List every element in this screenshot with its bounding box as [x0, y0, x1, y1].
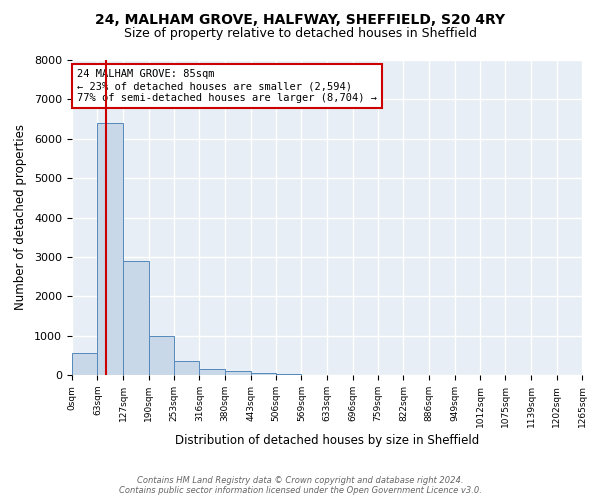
- Text: Contains HM Land Registry data © Crown copyright and database right 2024.
Contai: Contains HM Land Registry data © Crown c…: [119, 476, 481, 495]
- Text: 24 MALHAM GROVE: 85sqm
← 23% of detached houses are smaller (2,594)
77% of semi-: 24 MALHAM GROVE: 85sqm ← 23% of detached…: [77, 70, 377, 102]
- Bar: [72, 353, 97, 375]
- Bar: [174, 361, 199, 375]
- Y-axis label: Number of detached properties: Number of detached properties: [14, 124, 27, 310]
- Bar: [251, 373, 276, 375]
- Text: 24, MALHAM GROVE, HALFWAY, SHEFFIELD, S20 4RY: 24, MALHAM GROVE, HALFWAY, SHEFFIELD, S2…: [95, 12, 505, 26]
- Bar: [276, 374, 301, 375]
- Bar: [123, 261, 149, 375]
- X-axis label: Distribution of detached houses by size in Sheffield: Distribution of detached houses by size …: [175, 434, 479, 447]
- Bar: [225, 371, 251, 375]
- Text: Size of property relative to detached houses in Sheffield: Size of property relative to detached ho…: [124, 28, 476, 40]
- Bar: [199, 369, 225, 375]
- Bar: [149, 336, 174, 375]
- Bar: [97, 123, 123, 375]
